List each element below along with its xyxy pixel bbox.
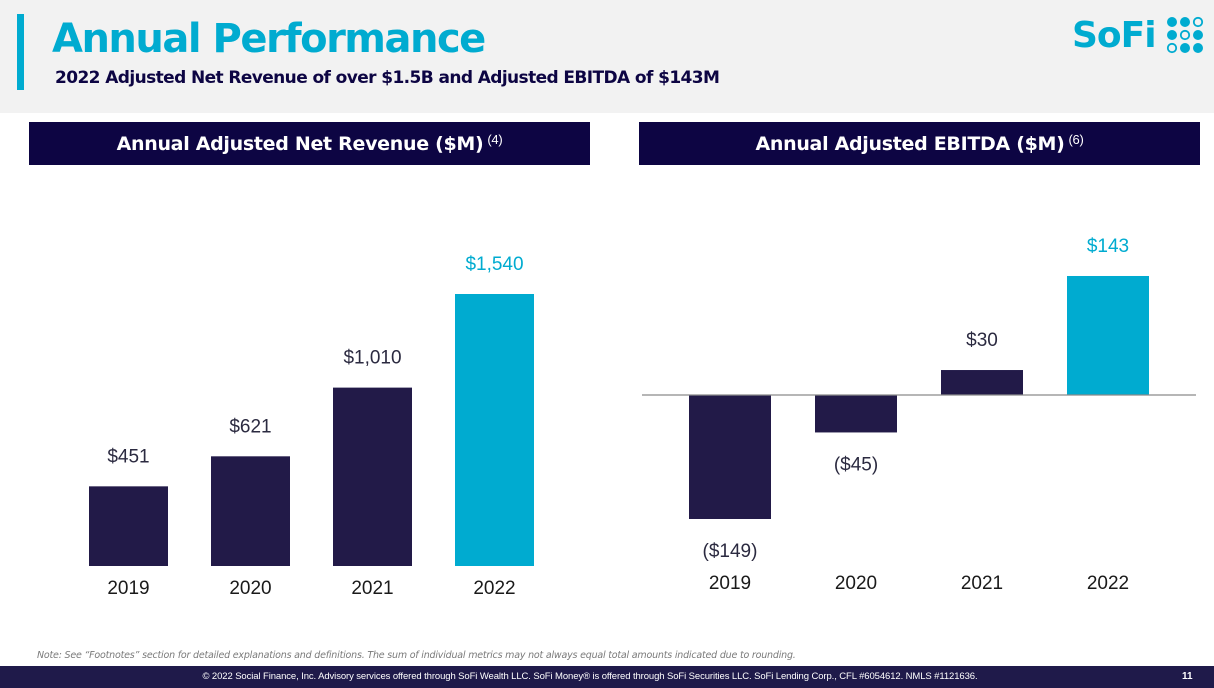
revenue-bar-2019 <box>89 486 168 566</box>
page-title: Annual Performance <box>52 16 486 62</box>
revenue-category-label: 2022 <box>473 578 515 599</box>
ebitda-value-label: ($149) <box>703 541 758 562</box>
logo-wordmark: SoFi <box>1072 15 1157 56</box>
revenue-bar-2022 <box>455 294 534 566</box>
revenue-panel-title: Annual Adjusted Net Revenue ($M) <box>116 132 484 155</box>
revenue-panel-header: Annual Adjusted Net Revenue ($M) (4) <box>29 122 590 165</box>
sofi-dot-grid-icon <box>1166 16 1203 54</box>
revenue-value-label: $1,010 <box>343 348 401 369</box>
ebitda-bar-2020 <box>815 395 897 433</box>
ebitda-value-label: ($45) <box>834 454 878 475</box>
revenue-category-label: 2020 <box>229 578 271 599</box>
revenue-category-label: 2021 <box>351 578 393 599</box>
ebitda-footnote-ref: (6) <box>1068 132 1084 147</box>
ebitda-value-label: $143 <box>1087 236 1129 257</box>
footnote-note: Note: See “Footnotes” section for detail… <box>37 650 796 661</box>
ebitda-value-label: $30 <box>966 330 998 351</box>
ebitda-category-label: 2021 <box>961 573 1003 594</box>
revenue-category-label: 2019 <box>107 578 149 599</box>
ebitda-category-label: 2020 <box>835 573 877 594</box>
revenue-footnote-ref: (4) <box>487 132 503 147</box>
title-band <box>0 0 1214 113</box>
page-number: 11 <box>1182 671 1193 682</box>
sofi-logo: SoFi <box>1072 14 1206 58</box>
footer-bar: © 2022 Social Finance, Inc. Advisory ser… <box>0 666 1214 688</box>
revenue-value-label: $621 <box>229 416 271 437</box>
revenue-bar-2021 <box>333 387 412 566</box>
ebitda-bar-2022 <box>1067 275 1149 395</box>
title-accent-bar <box>17 14 24 90</box>
ebitda-bar-2021 <box>941 370 1023 395</box>
footer-disclaimer: © 2022 Social Finance, Inc. Advisory ser… <box>202 671 978 682</box>
revenue-bar-2020 <box>211 456 290 566</box>
ebitda-bar-2019 <box>689 395 771 519</box>
ebitda-panel-header: Annual Adjusted EBITDA ($M) (6) <box>639 122 1200 165</box>
ebitda-panel-title: Annual Adjusted EBITDA ($M) <box>755 132 1065 155</box>
ebitda-category-label: 2022 <box>1087 573 1129 594</box>
revenue-value-label: $451 <box>107 446 149 467</box>
page-subtitle: 2022 Adjusted Net Revenue of over $1.5B … <box>55 68 720 88</box>
ebitda-category-label: 2019 <box>709 573 751 594</box>
revenue-value-label: $1,540 <box>465 254 523 275</box>
